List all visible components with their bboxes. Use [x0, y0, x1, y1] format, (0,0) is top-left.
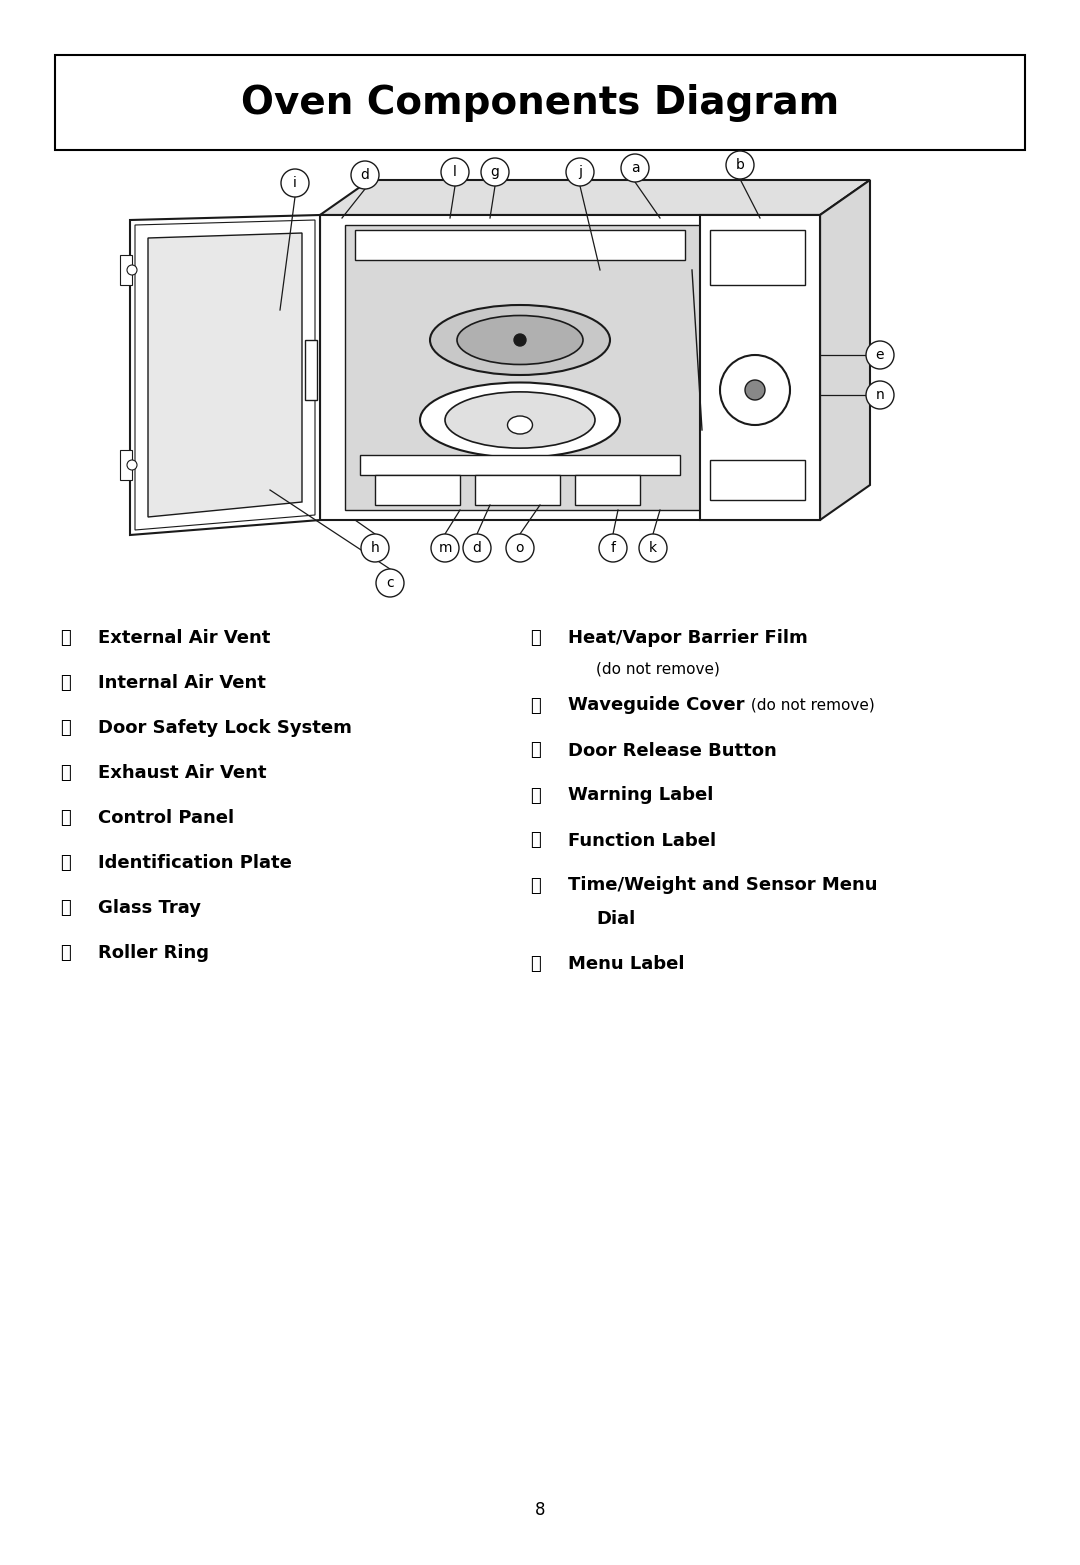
- Bar: [55, 55, 1025, 150]
- Circle shape: [514, 333, 526, 346]
- Text: (do not remove): (do not remove): [596, 662, 720, 678]
- Circle shape: [281, 169, 309, 197]
- Text: Time/Weight and Sensor Menu: Time/Weight and Sensor Menu: [568, 876, 877, 895]
- Text: Heat/Vapor Barrier Film: Heat/Vapor Barrier Film: [568, 629, 808, 646]
- Ellipse shape: [420, 382, 620, 457]
- Text: ⓓ: ⓓ: [60, 764, 71, 782]
- Text: ⓝ: ⓝ: [530, 876, 541, 895]
- Text: Door Release Button: Door Release Button: [568, 742, 777, 759]
- Bar: [710, 230, 805, 285]
- Text: ⓐ: ⓐ: [60, 629, 71, 646]
- Text: ⓘ: ⓘ: [530, 629, 541, 646]
- Text: Function Label: Function Label: [568, 831, 716, 850]
- Circle shape: [481, 158, 509, 186]
- Bar: [355, 230, 685, 260]
- Text: j: j: [578, 164, 582, 178]
- Bar: [375, 476, 460, 505]
- Bar: [345, 225, 700, 510]
- Text: o: o: [516, 541, 524, 556]
- Text: ⓛ: ⓛ: [530, 787, 541, 804]
- Bar: [475, 476, 561, 505]
- Polygon shape: [130, 214, 320, 535]
- Text: Roller Ring: Roller Ring: [98, 944, 210, 962]
- Text: ⓗ: ⓗ: [60, 944, 71, 962]
- Text: e: e: [876, 347, 885, 362]
- Text: h: h: [370, 541, 379, 556]
- Polygon shape: [148, 233, 302, 516]
- Circle shape: [639, 534, 667, 562]
- Circle shape: [431, 534, 459, 562]
- Text: c: c: [387, 576, 394, 590]
- Circle shape: [376, 570, 404, 596]
- Text: ⓒ: ⓒ: [60, 718, 71, 737]
- Bar: [710, 460, 805, 499]
- Text: ⓚ: ⓚ: [530, 742, 541, 759]
- Text: (do not remove): (do not remove): [746, 698, 875, 714]
- Text: Menu Label: Menu Label: [568, 955, 685, 973]
- Circle shape: [507, 534, 534, 562]
- Circle shape: [720, 355, 789, 426]
- Text: ⓞ: ⓞ: [530, 955, 541, 973]
- Text: ⓙ: ⓙ: [530, 696, 541, 715]
- Text: 8: 8: [535, 1501, 545, 1520]
- Text: d: d: [361, 167, 369, 182]
- Bar: [575, 476, 640, 505]
- Text: ⓖ: ⓖ: [60, 898, 71, 917]
- Circle shape: [866, 380, 894, 408]
- Bar: [120, 451, 132, 480]
- Circle shape: [361, 534, 389, 562]
- Text: Exhaust Air Vent: Exhaust Air Vent: [98, 764, 267, 782]
- Ellipse shape: [430, 305, 610, 376]
- Text: ⓕ: ⓕ: [60, 854, 71, 872]
- Text: k: k: [649, 541, 657, 556]
- Polygon shape: [820, 180, 870, 520]
- Bar: [320, 214, 820, 520]
- Text: Identification Plate: Identification Plate: [98, 854, 292, 872]
- Text: Warning Label: Warning Label: [568, 787, 714, 804]
- Bar: [120, 255, 132, 285]
- Text: Glass Tray: Glass Tray: [98, 898, 201, 917]
- Text: a: a: [631, 161, 639, 175]
- Text: n: n: [876, 388, 885, 402]
- Bar: [305, 340, 318, 401]
- Circle shape: [726, 150, 754, 178]
- Text: Door Safety Lock System: Door Safety Lock System: [98, 718, 352, 737]
- Text: g: g: [490, 164, 499, 178]
- Circle shape: [351, 161, 379, 189]
- Circle shape: [621, 153, 649, 182]
- Text: Internal Air Vent: Internal Air Vent: [98, 675, 266, 692]
- Circle shape: [463, 534, 491, 562]
- Circle shape: [866, 341, 894, 369]
- Text: l: l: [454, 164, 457, 178]
- Circle shape: [127, 460, 137, 469]
- Text: m: m: [438, 541, 451, 556]
- Text: d: d: [473, 541, 482, 556]
- Circle shape: [441, 158, 469, 186]
- Circle shape: [745, 380, 765, 401]
- Text: i: i: [293, 175, 297, 189]
- Text: Control Panel: Control Panel: [98, 809, 234, 826]
- Bar: [700, 214, 820, 520]
- Text: External Air Vent: External Air Vent: [98, 629, 270, 646]
- Text: ⓔ: ⓔ: [60, 809, 71, 826]
- Ellipse shape: [445, 391, 595, 448]
- Polygon shape: [320, 180, 870, 214]
- Text: f: f: [610, 541, 616, 556]
- Text: Waveguide Cover: Waveguide Cover: [568, 696, 744, 715]
- Ellipse shape: [508, 416, 532, 434]
- Circle shape: [127, 264, 137, 275]
- Text: Oven Components Diagram: Oven Components Diagram: [241, 85, 839, 122]
- Circle shape: [599, 534, 627, 562]
- Circle shape: [566, 158, 594, 186]
- Text: Dial: Dial: [596, 911, 635, 928]
- Bar: [360, 455, 680, 476]
- Text: ⓑ: ⓑ: [60, 675, 71, 692]
- Text: ⓜ: ⓜ: [530, 831, 541, 850]
- Ellipse shape: [457, 316, 583, 365]
- Text: b: b: [735, 158, 744, 172]
